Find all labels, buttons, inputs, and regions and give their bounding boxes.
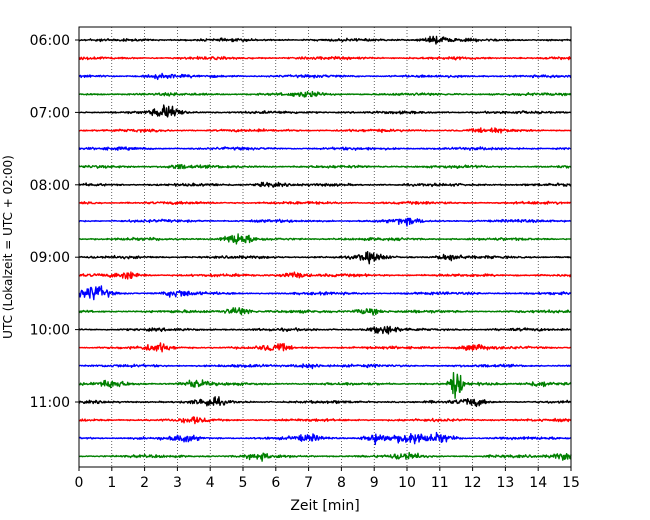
x-tick-label: 1 (107, 475, 116, 491)
trace-1130 (78, 431, 572, 446)
trace-0600 (78, 35, 572, 45)
y-tick-label: 10:00 (30, 323, 70, 339)
x-tick-label: 2 (140, 475, 149, 491)
trace-1015 (78, 342, 572, 353)
trace-0730 (78, 146, 572, 151)
trace-0745 (78, 163, 572, 170)
trace-1000 (78, 325, 572, 335)
x-tick-label: 7 (304, 475, 313, 491)
x-tick-label: 5 (239, 475, 248, 491)
trace-0945 (78, 307, 572, 316)
y-tick-label: 07:00 (30, 105, 70, 121)
x-axis-ticks: 0 1 2 3 4 5 6 7 8 9 10 11 12 13 14 15 (75, 467, 580, 491)
trace-0700 (78, 104, 572, 118)
x-tick-label: 11 (431, 475, 449, 491)
trace-1030 (78, 363, 572, 370)
trace-1045 (78, 372, 572, 399)
trace-0915 (78, 271, 572, 280)
y-tick-label: 08:00 (30, 178, 70, 194)
trace-0900 (78, 251, 572, 265)
trace-0830 (78, 217, 572, 227)
x-tick-label: 4 (206, 475, 215, 491)
trace-1115 (78, 416, 572, 425)
x-tick-label: 14 (529, 475, 547, 491)
trace-0630 (78, 72, 572, 81)
trace-0930 (78, 285, 572, 301)
x-tick-label: 13 (496, 475, 514, 491)
x-tick-label: 6 (271, 475, 280, 491)
x-tick-label: 8 (337, 475, 346, 491)
x-tick-label: 12 (464, 475, 482, 491)
trace-1100 (78, 396, 572, 408)
y-axis-label: UTC (Lokalzeit = UTC + 02:00) (1, 155, 15, 339)
x-tick-label: 3 (173, 475, 182, 491)
y-tick-label: 09:00 (30, 250, 70, 266)
trace-0800 (78, 181, 572, 188)
x-tick-label: 10 (398, 475, 416, 491)
trace-0815 (78, 200, 572, 205)
trace-1145 (78, 451, 572, 462)
trace-0615 (78, 55, 572, 61)
trace-0715 (78, 127, 572, 134)
trace-layer (78, 35, 572, 462)
trace-0645 (78, 90, 572, 98)
plot-frame (78, 26, 572, 468)
y-tick-label: 11:00 (30, 395, 70, 411)
grid-layer (111, 27, 539, 467)
y-tick-label: 06:00 (30, 33, 70, 49)
x-axis-label: Zeit [min] (290, 498, 359, 514)
x-tick-label: 9 (370, 475, 379, 491)
x-tick-label: 15 (562, 475, 580, 491)
trace-0845 (78, 233, 572, 245)
x-tick-label: 0 (75, 475, 84, 491)
y-axis-ticks: 06:00 07:00 08:00 09:00 10:00 11:00 (30, 33, 79, 411)
